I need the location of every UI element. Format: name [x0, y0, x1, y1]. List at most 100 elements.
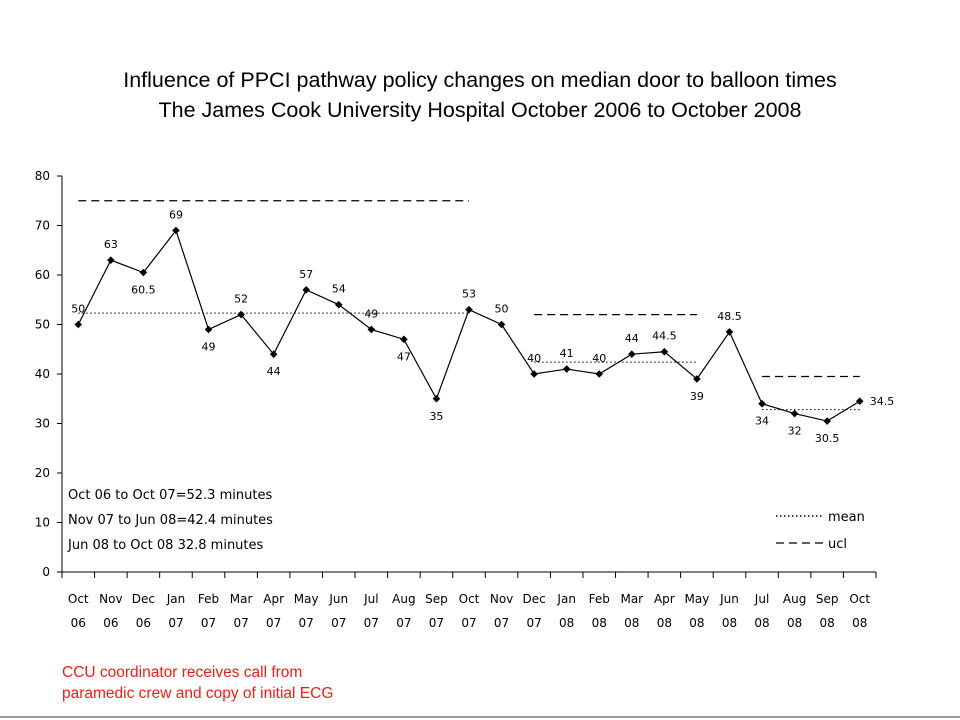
data-point-marker	[432, 394, 441, 403]
x-tick-label-month: Nov	[490, 592, 513, 606]
x-tick-label-year: 07	[201, 616, 216, 630]
data-point-marker	[400, 335, 408, 344]
period-median-annotation: Nov 07 to Jun 08=42.4 minutes	[68, 513, 273, 528]
x-tick-label-year: 07	[396, 616, 411, 630]
data-point-marker	[660, 347, 669, 356]
x-tick-label-month: Mar	[230, 592, 253, 606]
y-tick-label: 60	[35, 268, 50, 282]
data-point-marker	[74, 320, 83, 329]
x-tick-label-month: Sep	[816, 592, 839, 606]
x-tick-label-month: May	[685, 592, 710, 606]
data-point-marker	[823, 417, 831, 425]
footer-line-1: CCU coordinator receives call from	[62, 664, 303, 681]
data-point-marker	[530, 370, 538, 378]
data-label: 44.5	[652, 330, 677, 343]
data-label: 49	[364, 307, 378, 320]
x-tick-label-year: 07	[364, 616, 379, 630]
data-point-marker	[107, 256, 115, 264]
x-tick-label-year: 08	[820, 616, 835, 630]
x-tick-label-month: Feb	[198, 592, 219, 606]
x-tick-label-year: 08	[624, 616, 639, 630]
x-tick-label-year: 08	[754, 616, 769, 630]
x-tick-label-month: Apr	[654, 592, 675, 606]
x-tick-label-year: 07	[429, 616, 444, 630]
data-label: 35	[429, 410, 443, 423]
x-tick-label-year: 07	[331, 616, 346, 630]
x-tick-label-year: 08	[689, 616, 704, 630]
data-point-marker	[693, 375, 701, 383]
footer-line-2: paramedic crew and copy of initial ECG	[62, 685, 334, 702]
legend-label-mean: mean	[828, 510, 865, 525]
data-point-marker	[172, 226, 180, 235]
data-label: 57	[299, 268, 313, 281]
y-tick-label: 20	[35, 466, 50, 480]
y-tick-label: 0	[42, 565, 50, 579]
x-tick-label-year: 07	[233, 616, 248, 630]
x-tick-label-year: 08	[657, 616, 672, 630]
footer-note: CCU coordinator receives call from param…	[62, 662, 333, 704]
x-tick-label-year: 08	[559, 616, 574, 630]
data-label: 49	[202, 340, 216, 353]
x-tick-label-month: Mar	[620, 592, 643, 606]
data-point-marker	[465, 305, 473, 314]
data-point-marker	[595, 370, 604, 378]
data-point-marker	[302, 286, 310, 294]
period-median-annotation: Oct 06 to Oct 07=52.3 minutes	[68, 488, 272, 503]
data-point-marker	[269, 350, 278, 358]
data-label: 32	[788, 425, 802, 438]
data-point-marker	[758, 399, 766, 408]
x-tick-label-month: Jun	[719, 592, 739, 606]
y-tick-label: 40	[35, 367, 50, 381]
data-label: 44	[267, 365, 281, 378]
x-tick-label-year: 06	[136, 616, 151, 630]
x-tick-label-year: 07	[168, 616, 183, 630]
bottom-divider	[0, 716, 960, 718]
legend	[772, 503, 872, 555]
series-line	[77, 229, 861, 422]
data-label: 52	[234, 293, 248, 306]
data-label: 34.5	[870, 395, 895, 408]
data-label: 39	[690, 390, 704, 403]
x-tick-label-month: Nov	[99, 592, 122, 606]
data-label: 30.5	[815, 432, 840, 445]
data-label: 50	[495, 303, 509, 316]
x-tick-label-year: 08	[592, 616, 607, 630]
chart-title: Influence of PPCI pathway policy changes…	[123, 68, 837, 92]
x-tick-label-month: Aug	[783, 592, 806, 606]
x-tick-label-month: Jul	[363, 592, 378, 606]
data-label: 54	[332, 283, 346, 296]
data-label: 41	[560, 347, 574, 360]
legend-label-ucl: ucl	[828, 537, 847, 552]
x-tick-label-year: 08	[852, 616, 867, 630]
data-point-marker	[139, 268, 148, 277]
x-tick-label-year: 07	[299, 616, 314, 630]
x-tick-label-year: 07	[526, 616, 541, 630]
data-label: 40	[527, 352, 541, 365]
x-tick-label-month: Jun	[328, 592, 348, 606]
data-point-marker	[204, 325, 213, 334]
data-label: 34	[755, 415, 769, 428]
x-tick-label-month: Dec	[132, 592, 155, 606]
x-tick-label-year: 06	[71, 616, 86, 630]
data-label: 48.5	[717, 310, 742, 323]
data-point-marker	[367, 325, 376, 334]
data-label: 47	[397, 350, 411, 363]
data-label: 60.5	[131, 284, 156, 297]
x-tick-label-month: Sep	[425, 592, 448, 606]
y-tick-label: 10	[35, 516, 50, 530]
data-label: 69	[169, 208, 183, 221]
x-tick-label-month: Dec	[523, 592, 546, 606]
data-point-marker	[237, 310, 245, 319]
data-label: 50	[71, 303, 85, 316]
x-tick-label-year: 07	[266, 616, 281, 630]
x-tick-label-month: Jan	[166, 592, 186, 606]
y-tick-label: 50	[35, 318, 50, 332]
x-tick-label-month: Oct	[68, 592, 89, 606]
data-point-marker	[497, 320, 506, 329]
period-median-annotation: Jun 08 to Oct 08 32.8 minutes	[67, 538, 264, 553]
data-point-marker	[334, 300, 343, 309]
x-tick-label-month: Apr	[263, 592, 284, 606]
x-tick-label-year: 07	[461, 616, 476, 630]
data-point-marker	[855, 397, 864, 406]
